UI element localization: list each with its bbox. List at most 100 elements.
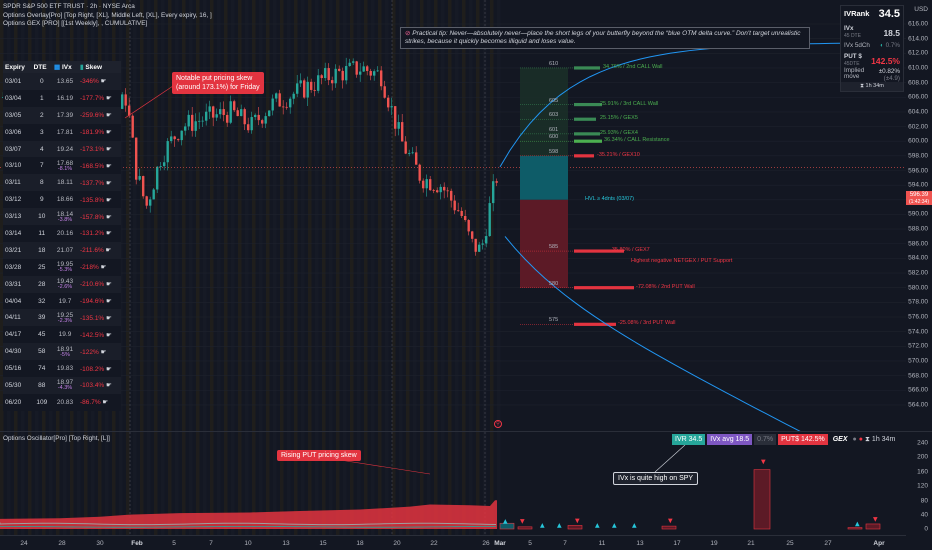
ivx-cell: 20.16: [51, 225, 78, 242]
candle: [457, 210, 460, 212]
price-tick: 590.00: [908, 210, 928, 218]
session-band: [490, 0, 494, 432]
ivx-cell: 18.66: [51, 191, 78, 209]
candle: [163, 162, 166, 167]
ivx-cell: 16.19: [51, 89, 78, 107]
table-row: 03/14 11 20.16 -131.2% ☛: [3, 225, 121, 242]
session-band: [490, 432, 494, 535]
table-row: 06/20 109 20.83 -86.7% ☛: [3, 393, 121, 411]
session-band: [231, 432, 235, 535]
candle: [303, 80, 306, 98]
event-marker-icon[interactable]: ⚲: [494, 420, 502, 428]
candle: [131, 115, 134, 138]
expiry-skew-bar: [517, 526, 533, 530]
session-band: [210, 0, 214, 432]
candle: [264, 116, 267, 124]
skew-icon: ☛: [102, 399, 109, 407]
level-label: 34.76% / 2nd CALL Wall: [603, 63, 663, 70]
countdown: (1:42:34): [908, 198, 929, 205]
session-band: [420, 0, 424, 432]
skew-cell: -210.6% ☛: [78, 275, 121, 293]
candle: [187, 114, 190, 127]
session-band: [378, 0, 382, 432]
put-value: 142.5%: [871, 56, 900, 66]
ivx-cell: 19.43 -2.6%: [51, 275, 78, 293]
session-band: [147, 0, 151, 432]
ivx-cell: 18.91 -5%: [51, 343, 78, 361]
session-band: [455, 0, 459, 432]
table-row: 03/01 0 13.65 -346% ☛: [3, 73, 121, 90]
candle: [380, 70, 383, 87]
candle: [138, 176, 141, 180]
table-row: 03/07 4 19.24 -173.1% ☛: [3, 140, 121, 158]
table-row: 03/21 18 21.07 -211.6% ☛: [3, 241, 121, 259]
skew-icon: ☛: [106, 382, 112, 390]
time-tick: Feb: [131, 540, 143, 547]
session-band: [126, 432, 130, 535]
session-band: [210, 432, 214, 535]
dte-cell: 8: [31, 174, 52, 192]
table-row: 03/13 10 18.14 -3.8% -157.8% ☛: [3, 208, 121, 226]
candle: [317, 75, 320, 91]
dte-cell: 4: [31, 140, 52, 158]
skew-icon: ☛: [100, 348, 107, 356]
candle: [387, 97, 390, 108]
options-oscillator-chart[interactable]: ▲ ▼ ▲ ▲ ▼ ▲ ▲ ▲ ▼ ▼ ▲ ▼: [0, 432, 906, 535]
gex-bar: [574, 286, 634, 290]
session-band: [98, 432, 102, 535]
table-row: 03/12 9 18.66 -135.8% ☛: [3, 191, 121, 209]
time-tick: 7: [563, 540, 567, 547]
candle: [338, 68, 341, 71]
candle: [341, 70, 344, 81]
strike-label: 610: [549, 60, 559, 67]
ivx-change: -2.6%: [57, 284, 73, 291]
skew-cell: -137.7% ☛: [78, 174, 121, 192]
ivx-cell: 13.65: [51, 73, 78, 90]
overlay-legend[interactable]: Options Overlay[Pro] [Top Right, [XL], M…: [3, 12, 212, 19]
price-chart[interactable]: [0, 0, 906, 432]
candle: [429, 179, 432, 191]
oscillator-axis[interactable]: 240 200 160 120 80 40 0: [906, 432, 932, 535]
candle: [198, 120, 201, 122]
table-row: 04/17 45 19.9 -142.5% ☛: [3, 326, 121, 344]
symbol-legend[interactable]: SPDR S&P 500 ETF TRUST · 2h · NYSE Arca: [3, 3, 135, 10]
price-tick: 596.00: [908, 167, 928, 174]
ivx-cell: 18.11: [51, 174, 78, 192]
expiry-cell: 03/14: [3, 225, 32, 242]
candle: [254, 114, 257, 118]
session-band: [189, 432, 193, 535]
candle: [243, 109, 246, 125]
time-tick: 15: [319, 540, 327, 547]
session-band: [315, 432, 319, 535]
time-axis[interactable]: 24 28 30 Feb 5 7 10 13 15 18 20 22 26 Mar 5 7 11 13 17 19 21…: [0, 535, 906, 550]
skew-icon: ☛: [100, 78, 107, 86]
expiry-cell: 04/17: [3, 326, 32, 344]
dte-cell: 74: [31, 360, 52, 378]
pane-divider[interactable]: [0, 431, 932, 432]
expiry-marker: ▲: [855, 520, 860, 527]
time-tick: 7: [209, 540, 213, 547]
session-band: [343, 0, 347, 432]
dte-cell: 1: [31, 89, 52, 107]
price-axis[interactable]: USD 616.00 614.00 612.00 610.00 608.00 606.00…: [906, 0, 932, 432]
gex-legend[interactable]: Options GEX [PRO] [[1st Weekly], , CUMUL…: [3, 20, 148, 27]
oscillator-legend[interactable]: Options Oscillator[Pro] [Top Right, [L]]: [3, 435, 110, 442]
session-band: [294, 0, 298, 432]
ivx-cell: 17.68 -8.1%: [51, 157, 78, 175]
candle: [425, 179, 428, 189]
expiry-cell: 04/04: [3, 292, 32, 310]
session-band: [154, 0, 158, 432]
candle: [292, 93, 295, 99]
candle: [149, 199, 152, 206]
session-band: [35, 432, 39, 535]
table-row: 03/11 8 18.11 -137.7% ☛: [3, 174, 121, 192]
candle: [306, 81, 309, 98]
session-band: [217, 432, 221, 535]
price-tick: 564.00: [908, 401, 928, 409]
candle: [471, 231, 474, 239]
ivx-label: IVx: [844, 25, 854, 32]
dte-cell: 25: [31, 258, 52, 276]
time-tick: 22: [430, 540, 438, 547]
session-band: [84, 432, 88, 535]
time-tick: 5: [528, 540, 532, 547]
